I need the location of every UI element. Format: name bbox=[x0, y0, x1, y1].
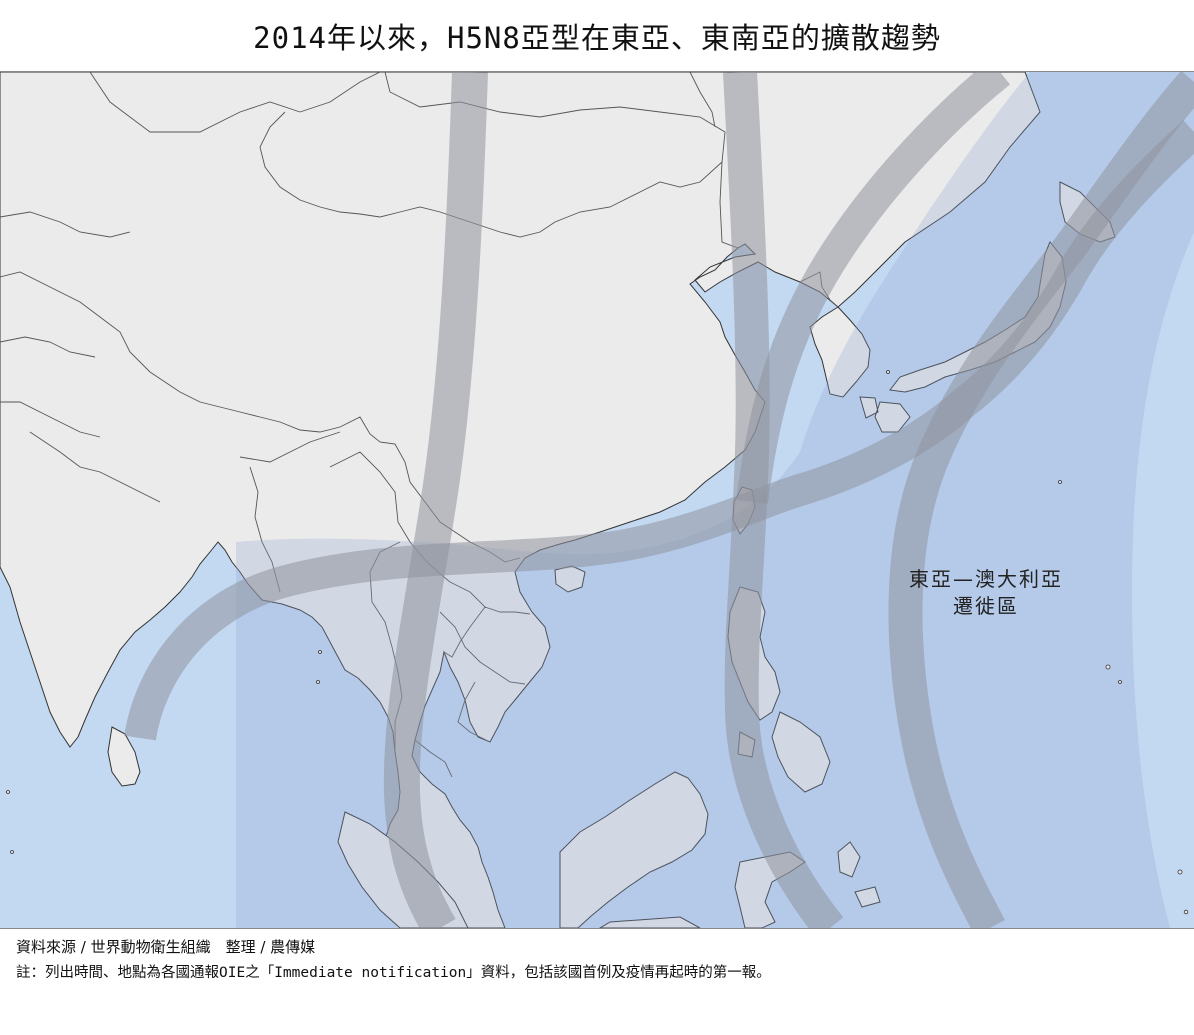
borders bbox=[0, 72, 839, 778]
island-dot bbox=[318, 650, 322, 654]
flyway-band-3 bbox=[736, 72, 1010, 504]
title-bar: 2014年以來，H5N8亞型在東亞、東南亞的擴散趨勢 bbox=[0, 0, 1194, 72]
small-islands bbox=[6, 370, 1189, 915]
island-dot bbox=[6, 790, 10, 794]
borneo bbox=[559, 771, 709, 928]
java bbox=[599, 916, 701, 928]
sri-lanka bbox=[107, 726, 141, 787]
flyway-zone-overlay bbox=[236, 72, 1194, 928]
map-title: 2014年以來，H5N8亞型在東亞、東南亞的擴散趨勢 bbox=[253, 20, 941, 55]
flyway-region-label-line2: 遷徙區 bbox=[953, 594, 1019, 618]
island-dot bbox=[316, 680, 320, 684]
flyway-band-2 bbox=[723, 72, 844, 928]
flyway-outer-boundary bbox=[1132, 232, 1194, 928]
source-credit: 資料來源 / 世界動物衛生組織 整理 / 農傳媒 bbox=[16, 938, 316, 956]
island-dot bbox=[1118, 680, 1122, 684]
island-dot bbox=[1058, 480, 1062, 484]
moluccas bbox=[837, 841, 881, 908]
footnote: 註：列出時間、地點為各國通報OIE之「Immediate notificatio… bbox=[16, 965, 771, 981]
flyway-bands bbox=[124, 72, 1194, 928]
flyway-band-5 bbox=[124, 120, 1194, 741]
flyway-band-4 bbox=[888, 72, 1194, 928]
footer: 資料來源 / 世界動物衛生組織 整理 / 農傳媒 註：列出時間、地點為各國通報O… bbox=[0, 928, 1194, 1035]
flyway-band-1 bbox=[383, 72, 488, 928]
island-dot bbox=[10, 850, 14, 854]
map: 東亞—澳大利亞 遷徙區 bbox=[0, 72, 1194, 928]
island-dot bbox=[1183, 909, 1189, 915]
flyway-region-label-line1: 東亞—澳大利亞 bbox=[909, 567, 1063, 591]
island-dot bbox=[1177, 869, 1183, 875]
border-lines bbox=[0, 72, 839, 778]
island-dot bbox=[1105, 664, 1111, 670]
island-dot bbox=[886, 370, 890, 374]
